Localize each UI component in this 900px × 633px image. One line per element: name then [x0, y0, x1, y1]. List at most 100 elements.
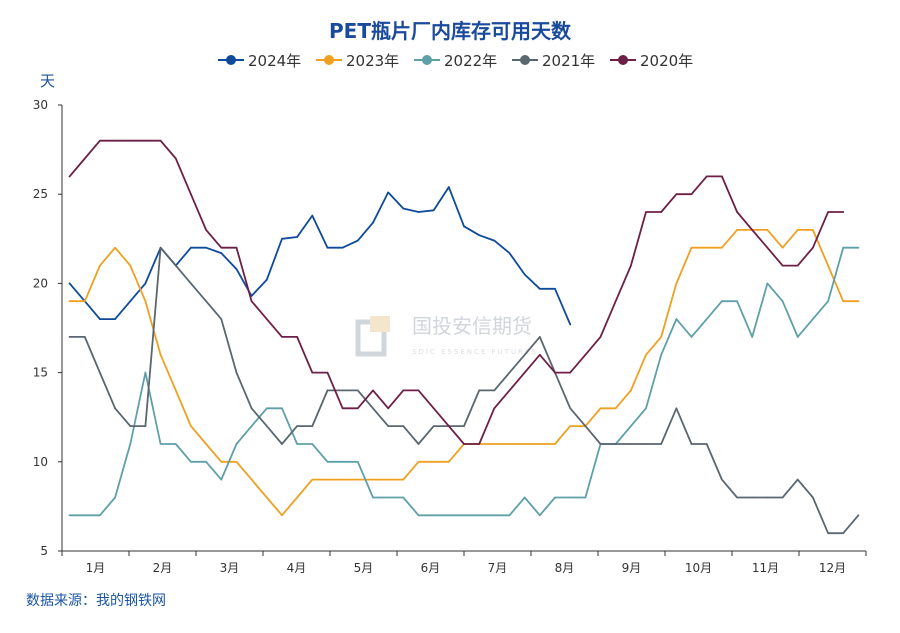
- data-point: [448, 461, 450, 463]
- series-1: [68, 228, 860, 517]
- legend-item[interactable]: 2021年: [512, 52, 595, 70]
- data-point: [387, 496, 390, 499]
- y-axis-unit: 天: [40, 72, 55, 90]
- data-point: [205, 246, 207, 249]
- data-point: [523, 443, 526, 445]
- data-point: [599, 443, 602, 445]
- data-point: [266, 279, 268, 281]
- data-point: [372, 407, 374, 410]
- data-point: [645, 407, 647, 410]
- data-point: [690, 246, 693, 249]
- x-tick-label: 7月: [488, 561, 508, 575]
- data-point: [448, 425, 450, 427]
- legend-item[interactable]: 2020年: [610, 52, 693, 70]
- watermark: 国投安信期货 SDIC ESSENCE FUTURES: [355, 314, 536, 357]
- data-point: [599, 336, 602, 338]
- data-point: [857, 514, 860, 517]
- legend-marker: [422, 55, 432, 65]
- legend-item[interactable]: 2023年: [316, 52, 399, 70]
- data-point: [129, 443, 132, 445]
- data-point: [675, 407, 678, 410]
- data-point: [372, 478, 374, 481]
- data-point: [705, 175, 708, 178]
- y-tick-label: 20: [33, 276, 48, 290]
- data-point: [68, 300, 71, 303]
- data-point: [478, 514, 481, 517]
- data-point: [796, 478, 799, 481]
- watermark-logo-accent: [370, 316, 390, 332]
- data-point: [387, 407, 390, 410]
- data-point: [99, 514, 101, 517]
- x-tick-label: 10月: [685, 561, 712, 575]
- data-point: [266, 496, 268, 499]
- data-point: [842, 532, 844, 534]
- data-point: [159, 354, 162, 356]
- data-point: [114, 139, 116, 142]
- data-point: [159, 443, 162, 445]
- data-point: [175, 443, 177, 445]
- data-point: [766, 496, 769, 499]
- data-point: [296, 236, 298, 238]
- data-point: [660, 443, 662, 445]
- data-point: [705, 443, 708, 445]
- data-point: [250, 300, 253, 303]
- data-point: [281, 238, 283, 240]
- data-point: [508, 389, 511, 392]
- legend-item[interactable]: 2022年: [414, 52, 497, 70]
- data-point: [493, 443, 496, 445]
- data-point: [357, 239, 359, 242]
- data-point: [296, 336, 298, 338]
- series-line: [68, 246, 860, 535]
- data-point: [614, 407, 617, 410]
- data-point: [296, 425, 298, 427]
- data-point: [751, 496, 753, 499]
- data-point: [311, 478, 314, 481]
- data-point: [326, 461, 329, 463]
- x-tick-label: 3月: [220, 561, 240, 575]
- data-point: [842, 246, 844, 249]
- y-tick-label: 5: [40, 544, 48, 558]
- data-point: [266, 407, 268, 410]
- legend-label: 2022年: [444, 52, 497, 70]
- data-point: [129, 139, 132, 142]
- legend-marker: [520, 55, 530, 65]
- data-point: [539, 443, 541, 445]
- data-point: [766, 282, 769, 285]
- data-point: [660, 336, 662, 338]
- data-source: 数据来源：我的钢铁网: [26, 593, 166, 609]
- data-point: [296, 443, 298, 445]
- data-point: [311, 214, 314, 217]
- data-point: [205, 443, 207, 445]
- data-point: [812, 496, 814, 499]
- data-point: [432, 425, 435, 427]
- legend-marker: [226, 55, 236, 65]
- legend-item[interactable]: 2024年: [218, 52, 301, 70]
- data-point: [554, 288, 556, 290]
- data-point: [129, 300, 132, 303]
- data-point: [159, 246, 162, 249]
- data-point: [311, 425, 314, 427]
- data-point: [569, 371, 571, 374]
- data-point: [508, 252, 511, 254]
- data-point: [417, 389, 420, 392]
- data-point: [144, 425, 147, 427]
- data-point: [781, 300, 784, 303]
- data-point: [205, 229, 207, 231]
- data-point: [144, 282, 147, 285]
- data-point: [705, 318, 708, 320]
- legend: 2024年 2023年 2022年 2021年 2020年: [218, 52, 693, 70]
- data-point: [372, 496, 374, 499]
- series-line: [68, 186, 572, 326]
- data-point: [190, 246, 192, 249]
- data-point: [827, 300, 829, 303]
- series-2: [68, 246, 860, 517]
- data-point: [175, 157, 177, 160]
- data-point: [235, 268, 238, 270]
- series-line: [68, 246, 860, 517]
- data-point: [68, 282, 71, 285]
- data-point: [539, 336, 541, 338]
- data-point: [84, 514, 86, 517]
- data-point: [129, 264, 132, 267]
- data-point: [645, 211, 647, 213]
- data-point: [341, 246, 344, 249]
